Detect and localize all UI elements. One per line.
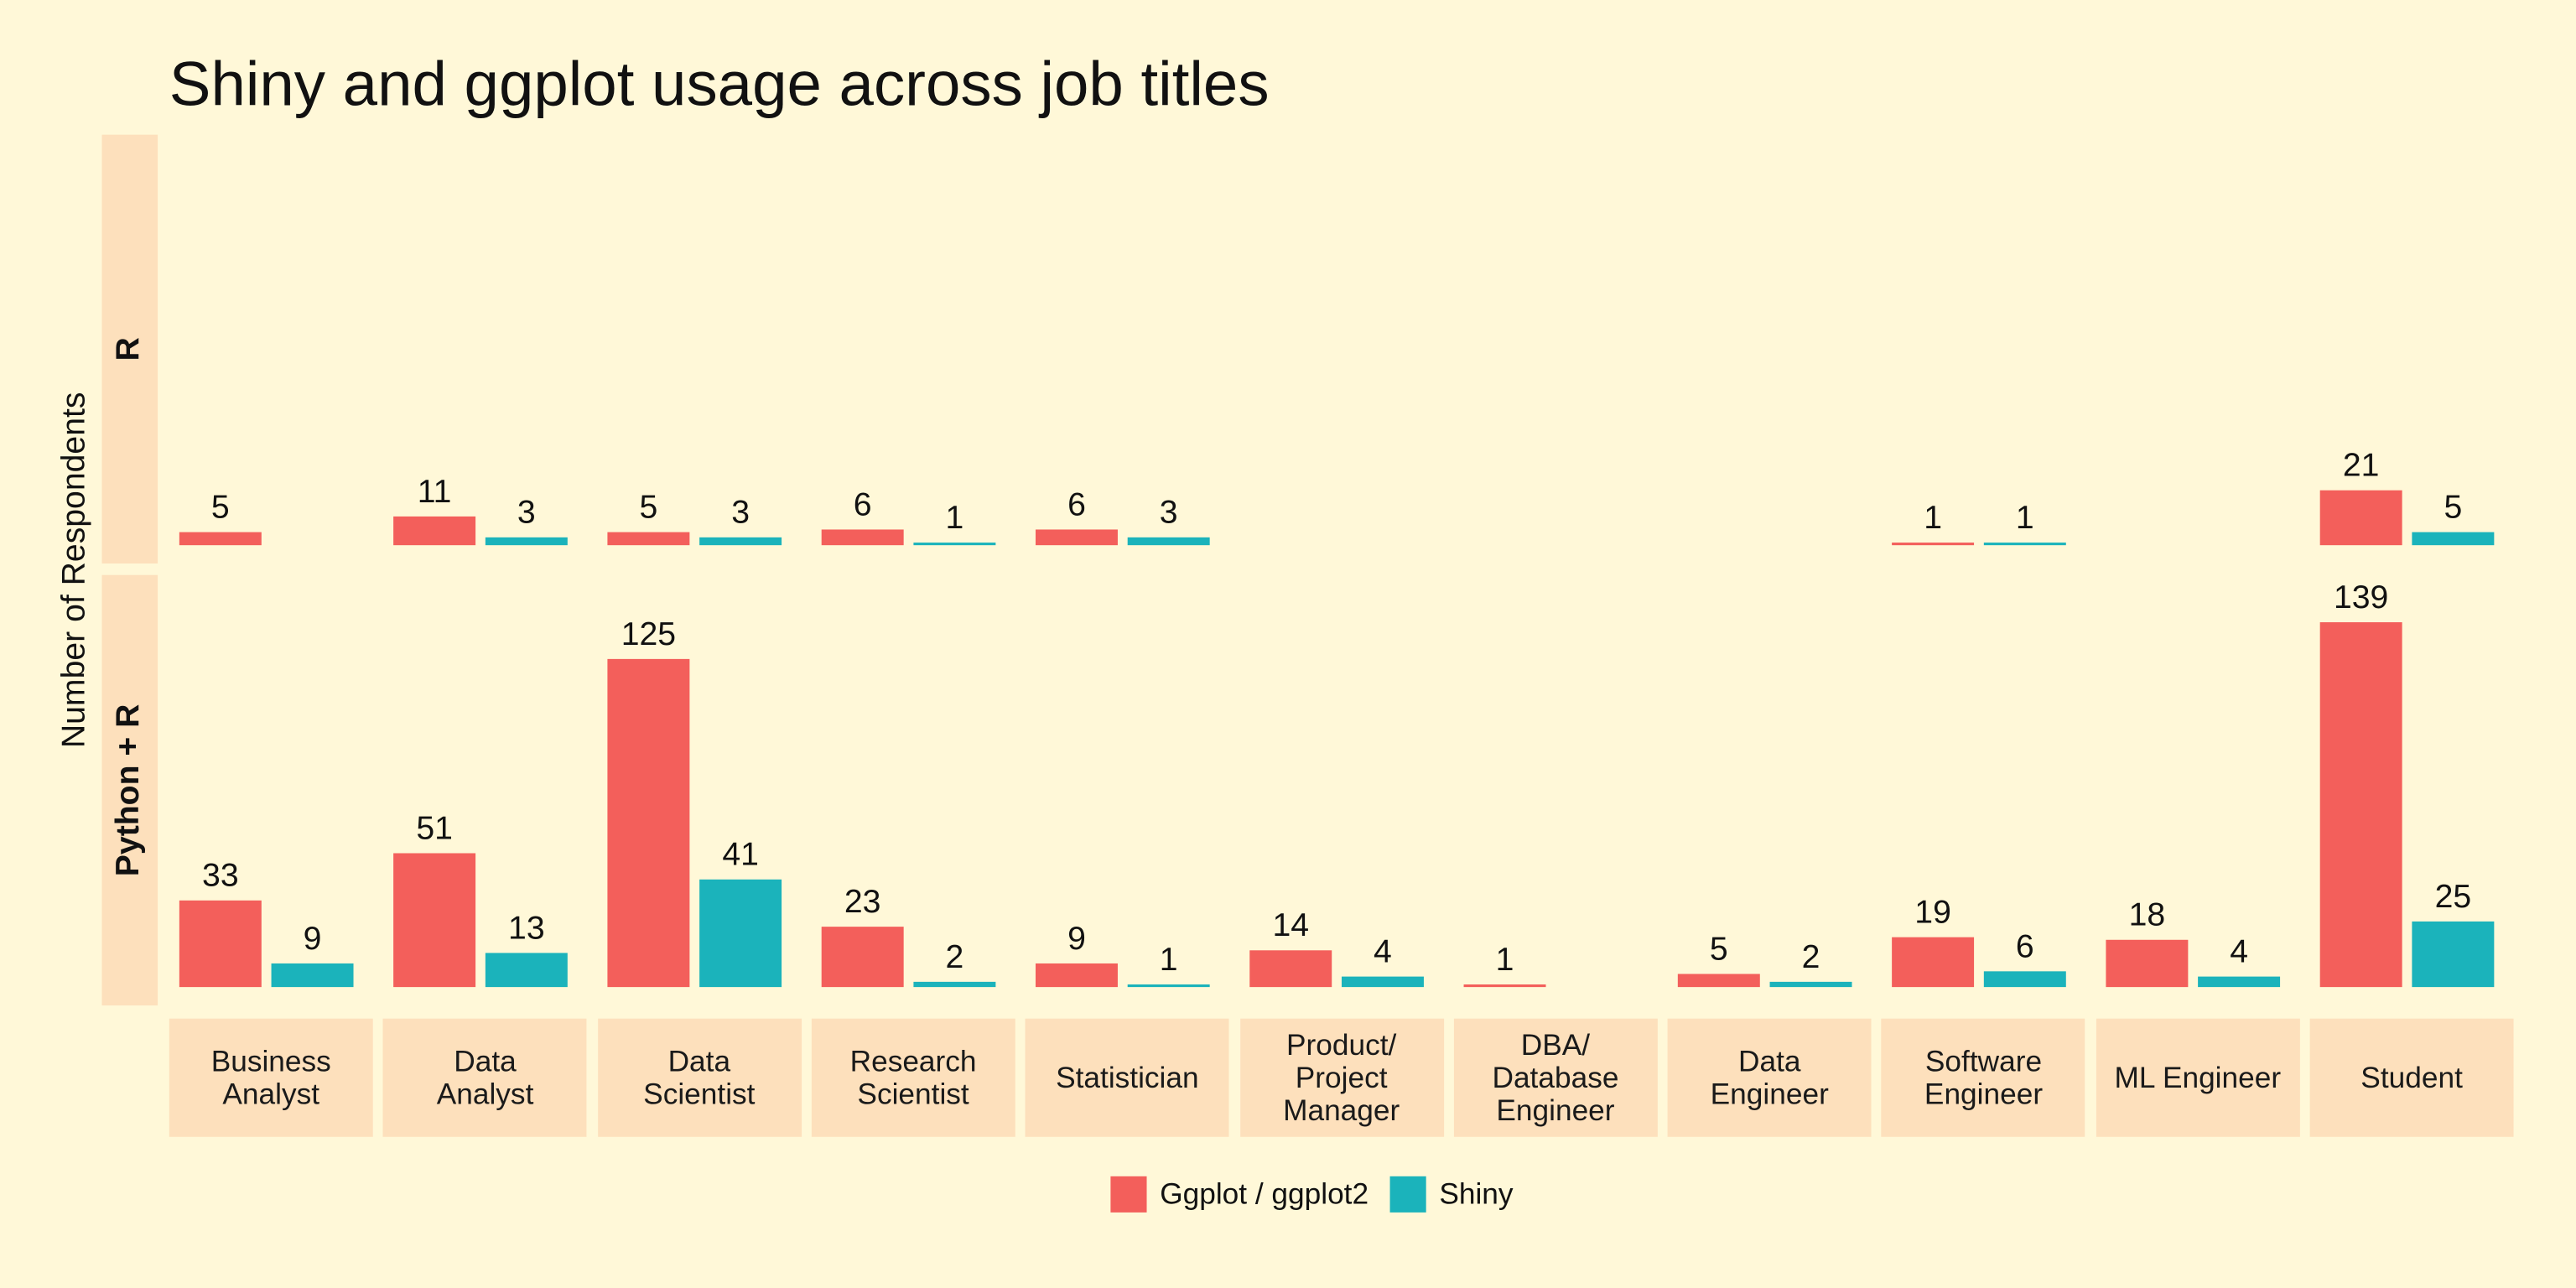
value-label: 5	[1710, 931, 1728, 967]
value-label: 13	[508, 910, 545, 946]
value-label: 18	[2129, 897, 2166, 933]
value-label: 51	[416, 810, 453, 846]
value-label: 9	[1067, 921, 1086, 957]
bar	[2198, 976, 2281, 988]
bar	[1249, 950, 1332, 988]
legend-swatch	[1110, 1176, 1147, 1213]
bar	[2106, 939, 2189, 988]
facet-label: R	[110, 337, 146, 361]
value-label: 139	[2334, 579, 2388, 615]
bar	[699, 537, 782, 546]
x-tick-label: Data Engineer	[1667, 1018, 1872, 1137]
chart-title: Shiny and ggplot usage across job titles	[169, 49, 1270, 118]
value-label: 5	[2444, 490, 2462, 526]
value-label: 125	[621, 616, 676, 652]
bar	[1769, 981, 1852, 988]
value-label: 3	[1160, 495, 1178, 531]
value-label: 33	[202, 858, 239, 894]
value-label: 5	[211, 490, 230, 526]
value-label: 4	[1374, 934, 1392, 970]
bar	[1463, 984, 1546, 988]
x-tick-label: ML Engineer	[2096, 1018, 2300, 1137]
bar	[699, 879, 782, 988]
x-tick-label: DBA/ Database Engineer	[1453, 1018, 1658, 1137]
bar	[607, 532, 690, 546]
x-tick-label: Student	[2309, 1018, 2514, 1137]
legend-label: Ggplot / ggplot2	[1160, 1178, 1368, 1211]
bar	[1035, 529, 1118, 546]
value-label: 2	[1802, 939, 1820, 975]
bar	[913, 543, 996, 546]
value-label: 14	[1272, 907, 1309, 943]
value-label: 9	[304, 921, 322, 957]
value-label: 4	[2230, 934, 2248, 970]
y-axis-label: Number of Respondents	[55, 392, 91, 749]
bar	[913, 981, 996, 988]
bar	[271, 963, 354, 988]
value-label: 1	[1160, 942, 1178, 978]
bar	[1892, 937, 1975, 988]
facet-strip	[101, 134, 158, 564]
bar	[485, 953, 568, 988]
x-tick-label: Research Scientist	[811, 1018, 1015, 1137]
value-label: 1	[945, 500, 963, 536]
bar	[1892, 543, 1975, 546]
x-tick-label: Product/ Project Manager	[1239, 1018, 1444, 1137]
bar	[2319, 622, 2402, 988]
bar	[1983, 543, 2066, 546]
bar	[1983, 971, 2066, 988]
value-label: 5	[639, 490, 657, 526]
value-label: 1	[2016, 500, 2034, 536]
x-tick-label: Software Engineer	[1882, 1018, 2085, 1137]
bar	[2319, 490, 2402, 546]
legend-label: Shiny	[1439, 1178, 1514, 1211]
value-label: 6	[2016, 928, 2034, 964]
x-tick-label: Data Analyst	[383, 1018, 588, 1137]
legend-swatch	[1389, 1176, 1426, 1213]
value-label: 1	[1924, 500, 1942, 536]
bar	[393, 853, 476, 988]
bar	[1127, 984, 1210, 988]
value-label: 1	[1496, 942, 1514, 978]
value-label: 2	[945, 939, 963, 975]
value-label: 25	[2435, 879, 2472, 915]
value-label: 21	[2343, 448, 2380, 484]
bar	[1035, 963, 1118, 988]
x-tick-label: Statistician	[1025, 1018, 1229, 1137]
bar	[1127, 537, 1210, 546]
value-label: 6	[1067, 486, 1086, 522]
value-label: 19	[1914, 895, 1951, 931]
bar	[1677, 974, 1760, 988]
facet-strip	[101, 574, 158, 1006]
bar	[2412, 532, 2495, 546]
value-label: 3	[731, 495, 750, 531]
bar	[179, 900, 262, 988]
bar	[393, 516, 476, 546]
facet-label: Python + R	[110, 704, 146, 877]
bar	[485, 537, 568, 546]
value-label: 6	[854, 486, 872, 522]
value-label: 11	[418, 474, 452, 510]
bar	[821, 927, 904, 988]
value-label: 3	[517, 495, 536, 531]
bar	[607, 658, 690, 988]
x-tick-label: Data Scientist	[597, 1018, 802, 1137]
value-label: 41	[722, 837, 759, 873]
bar	[1341, 976, 1424, 988]
value-label: 23	[844, 884, 881, 920]
bar	[2412, 921, 2495, 988]
x-tick-label: Business Analyst	[169, 1018, 373, 1137]
bar	[821, 529, 904, 546]
bar	[179, 532, 262, 546]
